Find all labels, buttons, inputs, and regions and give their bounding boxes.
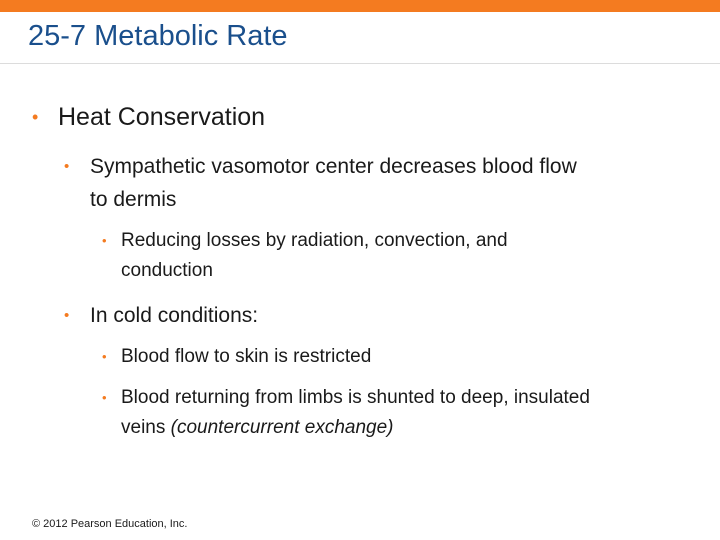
bullet-text: In cold conditions: <box>90 304 259 327</box>
bullet-text: Reducing losses by radiation, convection… <box>121 226 508 286</box>
bullet-marker: • <box>102 349 107 364</box>
title-divider <box>0 63 720 64</box>
bullet-cold-conditions: • In cold conditions: <box>64 299 258 332</box>
bullet-text: Heat Conservation <box>58 103 266 131</box>
bullet-text: Blood returning from limbs is shunted to… <box>121 383 590 443</box>
top-accent-bar <box>0 0 720 12</box>
bullet-heat-conservation: • Heat Conservation <box>32 102 265 132</box>
copyright-footer: © 2012 Pearson Education, Inc. <box>32 518 188 530</box>
bullet-reducing-losses: • Reducing losses by radiation, convecti… <box>102 226 508 286</box>
bullet-marker: • <box>102 233 107 248</box>
bullet-text: Sympathetic vasomotor center decreases b… <box>90 150 577 216</box>
bullet-text: Blood flow to skin is restricted <box>121 346 372 367</box>
bullet-marker: • <box>32 107 39 127</box>
bullet-line-plain: veins <box>121 417 171 438</box>
bullet-blood-returning: • Blood returning from limbs is shunted … <box>102 383 590 443</box>
slide-title: 25-7 Metabolic Rate <box>28 20 288 52</box>
bullet-line: to dermis <box>90 188 177 211</box>
bullet-marker: • <box>64 158 70 175</box>
bullet-marker: • <box>64 307 70 324</box>
bullet-line: Reducing losses by radiation, convection… <box>121 230 508 251</box>
bullet-marker: • <box>102 390 107 405</box>
bullet-blood-flow-restricted: • Blood flow to skin is restricted <box>102 342 371 372</box>
bullet-line-italic: (countercurrent exchange) <box>170 417 394 438</box>
bullet-line: conduction <box>121 260 213 281</box>
bullet-line: veins (countercurrent exchange) <box>121 413 590 443</box>
bullet-line: Blood returning from limbs is shunted to… <box>121 387 590 408</box>
bullet-sympathetic-vasomotor: • Sympathetic vasomotor center decreases… <box>64 150 577 216</box>
bullet-line: Sympathetic vasomotor center decreases b… <box>90 155 577 178</box>
